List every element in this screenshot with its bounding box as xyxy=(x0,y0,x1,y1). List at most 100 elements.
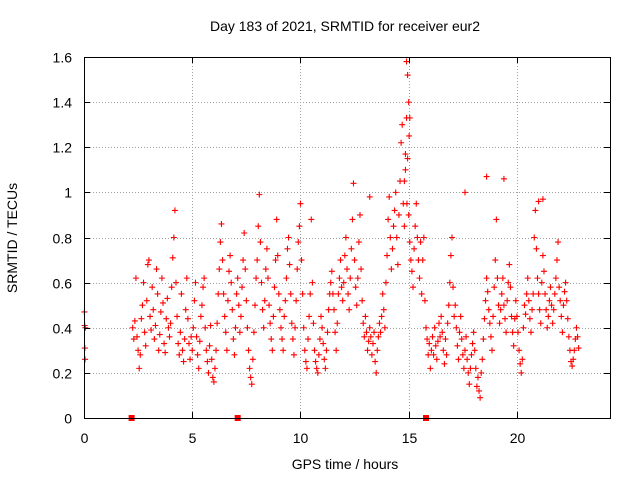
data-point xyxy=(480,336,487,343)
data-point xyxy=(142,342,149,349)
data-point xyxy=(413,200,420,207)
data-point xyxy=(408,268,415,275)
data-point xyxy=(312,358,319,365)
data-point xyxy=(208,356,215,363)
data-point xyxy=(403,58,410,65)
data-point xyxy=(280,347,287,354)
data-point xyxy=(505,279,512,286)
data-point xyxy=(465,369,472,376)
data-point xyxy=(418,290,425,297)
data-point xyxy=(384,252,391,259)
data-point xyxy=(365,338,372,345)
data-point xyxy=(345,290,352,297)
data-point xyxy=(499,275,506,282)
data-point xyxy=(539,252,546,259)
data-point xyxy=(148,327,155,334)
data-point xyxy=(285,234,292,241)
data-point xyxy=(494,275,501,282)
data-point xyxy=(155,347,162,354)
data-point xyxy=(252,302,259,309)
data-point xyxy=(215,290,222,297)
data-point xyxy=(374,347,381,354)
data-point xyxy=(267,320,274,327)
data-point xyxy=(437,333,444,340)
data-point xyxy=(506,261,513,268)
data-point xyxy=(447,252,454,259)
data-point xyxy=(535,290,542,297)
data-point xyxy=(241,229,248,236)
y-tick-label: 0.8 xyxy=(53,231,73,247)
data-point xyxy=(214,320,221,327)
data-point xyxy=(375,333,382,340)
data-point xyxy=(195,365,202,372)
data-point xyxy=(500,175,507,182)
data-point xyxy=(525,297,532,304)
data-point xyxy=(377,329,384,336)
data-point xyxy=(508,313,515,320)
data-point xyxy=(220,290,227,297)
data-point xyxy=(165,324,172,331)
data-point xyxy=(152,322,159,329)
data-point xyxy=(209,374,216,381)
data-point xyxy=(530,290,537,297)
data-point xyxy=(454,342,461,349)
data-point xyxy=(131,317,138,324)
data-point xyxy=(445,302,452,309)
data-point xyxy=(190,324,197,331)
data-point xyxy=(348,245,355,252)
data-point xyxy=(401,178,408,185)
data-point xyxy=(509,329,516,336)
data-point xyxy=(423,324,430,331)
data-point xyxy=(176,351,183,358)
data-point xyxy=(558,313,565,320)
data-point xyxy=(412,223,419,230)
data-point xyxy=(478,369,485,376)
data-point xyxy=(196,338,203,345)
data-point xyxy=(320,340,327,347)
data-point xyxy=(485,306,492,313)
data-point xyxy=(502,315,509,322)
data-point xyxy=(490,313,497,320)
data-point xyxy=(428,347,435,354)
data-point xyxy=(404,155,411,162)
data-point xyxy=(179,347,186,354)
data-point xyxy=(140,279,147,286)
data-point xyxy=(248,381,255,388)
data-point xyxy=(172,279,179,286)
data-point xyxy=(332,329,339,336)
data-point xyxy=(269,347,276,354)
data-point xyxy=(303,365,310,372)
data-point xyxy=(571,347,578,354)
data-point xyxy=(287,290,294,297)
data-point xyxy=(546,297,553,304)
data-point xyxy=(270,313,277,320)
data-point xyxy=(302,358,309,365)
data-point xyxy=(460,365,467,372)
data-point xyxy=(144,261,151,268)
data-point xyxy=(307,290,314,297)
data-point xyxy=(183,275,190,282)
data-point xyxy=(171,207,178,214)
x-tick-label: 15 xyxy=(402,430,418,446)
data-point xyxy=(557,297,564,304)
data-point xyxy=(498,290,505,297)
data-point xyxy=(522,311,529,318)
data-points xyxy=(81,58,582,401)
data-point xyxy=(300,324,307,331)
data-point xyxy=(351,257,358,264)
data-point xyxy=(453,324,460,331)
data-point xyxy=(390,223,397,230)
data-point xyxy=(202,324,209,331)
data-point xyxy=(281,313,288,320)
data-point xyxy=(168,284,175,291)
data-point xyxy=(486,320,493,327)
data-point xyxy=(298,257,305,264)
data-point xyxy=(286,261,293,268)
data-point xyxy=(521,302,528,309)
data-point xyxy=(249,356,256,363)
data-point xyxy=(191,297,198,304)
data-point xyxy=(136,365,143,372)
data-point xyxy=(154,290,161,297)
data-point xyxy=(328,268,335,275)
data-point xyxy=(427,365,434,372)
